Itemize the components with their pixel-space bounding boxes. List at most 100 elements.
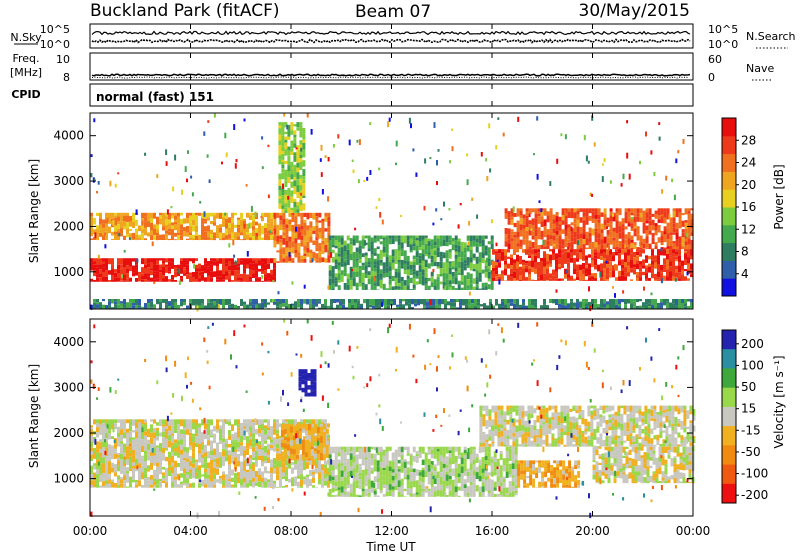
vel-cell <box>273 464 276 469</box>
vel-cell <box>153 419 156 424</box>
power-cell <box>570 257 573 263</box>
vel-cell <box>391 491 395 497</box>
vel-cell <box>144 478 147 485</box>
vel-cell <box>138 480 141 487</box>
power-cell <box>690 228 694 233</box>
power-cell <box>216 233 219 239</box>
power-cell <box>189 215 192 223</box>
vel-cell <box>337 487 341 490</box>
power-cell <box>267 278 270 281</box>
power-cell <box>615 214 619 218</box>
power-cell <box>90 258 93 264</box>
power-cell <box>442 281 446 286</box>
vel-cell <box>517 482 521 488</box>
vel-cell <box>138 439 141 447</box>
vel-cell <box>463 461 467 465</box>
power-speckle <box>639 241 642 246</box>
vel-cell <box>234 462 237 469</box>
power-cell <box>397 260 401 263</box>
vel-cell <box>430 468 434 473</box>
vel-cell <box>457 446 461 450</box>
vel-cell <box>162 448 165 454</box>
power-cell <box>358 265 362 270</box>
power-cell <box>546 245 550 250</box>
power-cell <box>117 221 120 225</box>
power-cell <box>495 279 498 281</box>
power-speckle <box>448 208 451 211</box>
vel-cell <box>445 446 449 454</box>
vel-cell <box>240 451 243 456</box>
vel-cell <box>469 482 473 486</box>
power-cell <box>558 254 561 258</box>
power-cell <box>528 277 531 281</box>
power-speckle <box>320 144 323 151</box>
vel-cell <box>96 474 99 479</box>
vel-cell <box>273 458 276 465</box>
power-cell <box>516 208 520 214</box>
power-cell <box>278 145 282 152</box>
power-speckle <box>650 150 653 155</box>
vel-cell <box>300 459 303 463</box>
power-cell <box>237 258 240 264</box>
power-cell <box>150 225 153 231</box>
power-cell <box>627 244 631 250</box>
power-speckle <box>135 209 138 215</box>
power-cell <box>162 217 165 222</box>
power-cell <box>171 229 174 236</box>
power-cell <box>385 262 389 268</box>
vel-cell <box>394 479 398 482</box>
vel-cell <box>472 475 476 483</box>
power-cell <box>618 226 622 233</box>
power-cell <box>324 238 328 245</box>
vel-cell <box>231 486 234 488</box>
power-cell <box>258 277 261 282</box>
vel-cell <box>183 439 186 444</box>
power-cell <box>651 219 655 226</box>
power-speckle <box>233 124 236 130</box>
power-cell <box>249 215 252 220</box>
vel-cell <box>400 455 404 460</box>
power-cell <box>300 259 304 262</box>
vel-cell <box>228 464 231 471</box>
power-cell <box>358 248 362 254</box>
power-cell <box>240 277 243 281</box>
power-cell <box>645 278 648 281</box>
power-cell <box>334 245 338 249</box>
vel-cell <box>255 451 258 456</box>
power-cell <box>463 257 467 261</box>
power-cell <box>618 270 621 277</box>
power-cell <box>528 253 531 256</box>
power-cell <box>382 273 386 278</box>
vel-cell <box>228 470 231 476</box>
vel-cell <box>346 484 350 488</box>
power-cell <box>600 273 603 278</box>
power-cell <box>174 299 177 303</box>
vel-cell <box>159 481 162 485</box>
power-cell <box>296 127 300 131</box>
power-cell <box>466 274 470 280</box>
vel-cell <box>198 465 201 470</box>
power-cell <box>99 212 102 219</box>
power-speckle <box>351 159 354 162</box>
power-cell <box>642 307 645 309</box>
power-cell <box>249 212 252 216</box>
vel-cell <box>502 462 506 466</box>
power-cell <box>261 225 264 231</box>
vel-cell <box>219 425 222 429</box>
vel-cell <box>295 458 299 461</box>
vel-cell <box>463 471 467 476</box>
power-cell <box>287 136 291 140</box>
power-cell <box>427 241 431 247</box>
vel-cell <box>258 481 261 488</box>
vel-cell <box>388 460 392 467</box>
power-cell <box>415 240 419 246</box>
power-cell <box>183 267 186 270</box>
power-cell <box>210 277 213 282</box>
power-cell <box>660 235 664 241</box>
power-cell <box>424 237 428 244</box>
vel-cell <box>168 470 171 476</box>
power-cell <box>328 249 332 254</box>
power-cell <box>297 246 301 253</box>
power-cell <box>141 306 144 309</box>
power-cell <box>633 306 636 309</box>
